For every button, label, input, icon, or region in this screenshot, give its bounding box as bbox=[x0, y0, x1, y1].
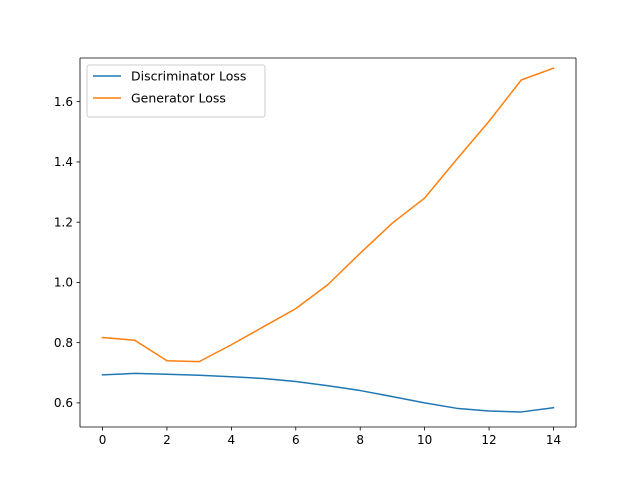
x-tick-label: 14 bbox=[546, 433, 561, 447]
series-line-1 bbox=[101, 67, 555, 363]
x-tick-label: 6 bbox=[292, 433, 300, 447]
series-layer bbox=[101, 67, 555, 413]
x-tick-label: 2 bbox=[163, 433, 171, 447]
y-tick-label: 1.2 bbox=[54, 215, 73, 229]
legend-label-1: Generator Loss bbox=[131, 91, 226, 106]
legend-label-0: Discriminator Loss bbox=[131, 69, 246, 84]
x-tick-label: 0 bbox=[99, 433, 107, 447]
legend: Discriminator Loss Generator Loss bbox=[86, 64, 266, 118]
y-tick-label: 1.4 bbox=[54, 155, 73, 169]
y-tick-label: 0.6 bbox=[54, 396, 73, 410]
legend-frame bbox=[86, 64, 266, 118]
plot-area-background bbox=[80, 58, 576, 427]
x-tick-label: 8 bbox=[356, 433, 364, 447]
y-tick-label: 0.8 bbox=[54, 336, 73, 350]
x-tick-label: 4 bbox=[228, 433, 236, 447]
y-tick-label: 1.0 bbox=[54, 276, 73, 290]
x-tick-label: 12 bbox=[481, 433, 496, 447]
y-axis-ticks: 0.6 0.8 1.0 1.2 1.4 1.6 bbox=[54, 95, 80, 410]
x-axis-ticks: 0 2 4 6 8 10 12 14 bbox=[99, 427, 561, 447]
y-tick-label: 1.6 bbox=[54, 95, 73, 109]
x-tick-label: 10 bbox=[417, 433, 432, 447]
axes-frame bbox=[79, 57, 577, 428]
series-line-0 bbox=[101, 372, 555, 413]
